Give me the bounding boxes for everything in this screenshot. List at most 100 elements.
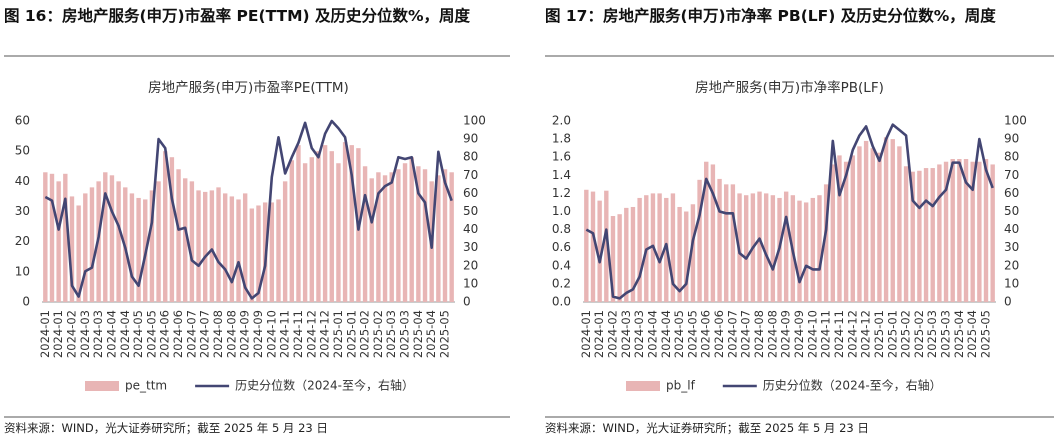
bar [617, 214, 622, 302]
bar [369, 178, 374, 302]
legend-label: pb_lf [666, 379, 696, 393]
y-tick-label: 1.4 [552, 168, 571, 182]
x-tick-label: 2024-11 [291, 310, 305, 358]
y2-tick-label: 80 [463, 150, 478, 164]
x-tick-label: 2024-07 [184, 310, 198, 358]
bar [637, 197, 642, 302]
bar [289, 160, 294, 302]
x-tick-label: 2024-03 [78, 310, 92, 358]
x-tick-label: 2025-04 [965, 310, 979, 358]
bar [136, 197, 141, 302]
bar [697, 179, 702, 302]
x-tick-label: 2024-06 [171, 310, 185, 358]
bar [670, 193, 676, 302]
bar [590, 191, 596, 302]
bar [416, 166, 421, 302]
x-tick-label: 2025-04 [952, 310, 966, 358]
bar [89, 187, 95, 302]
bar [630, 206, 636, 302]
y2-tick-label: 10 [463, 276, 478, 290]
y2-tick-label: 90 [463, 132, 478, 146]
bar [837, 155, 842, 302]
y-tick-label: 2.0 [552, 114, 571, 128]
bar [76, 205, 81, 302]
x-tick-label: 2024-11 [278, 310, 292, 358]
y2-tick-label: 0 [1004, 295, 1012, 309]
bar [109, 175, 115, 302]
x-tick-label: 2024-07 [725, 310, 739, 358]
bar [610, 216, 616, 302]
bar [242, 193, 248, 302]
x-tick-label: 2024-08 [752, 310, 766, 358]
line [44, 119, 453, 300]
y-tick-label: 0.0 [552, 295, 571, 309]
bar [857, 146, 862, 302]
x-tick-label: 2025-01 [344, 310, 358, 358]
bar [203, 191, 208, 302]
x-tick-label: 2024-04 [118, 310, 132, 358]
bar [449, 172, 454, 302]
bar [382, 175, 388, 302]
y-tick-label: 0.4 [552, 258, 571, 272]
x-tick-label: 2025-01 [331, 310, 345, 358]
x-tick-label: 2024-04 [645, 310, 659, 358]
bar [717, 178, 722, 302]
y-tick-label: 50 [15, 144, 30, 158]
bar [917, 170, 922, 302]
y-tick-label: 1.0 [552, 204, 571, 218]
bar [797, 200, 802, 302]
bar [156, 181, 161, 302]
bar [409, 157, 414, 302]
y-tick-label: 20 [15, 234, 30, 248]
bar [930, 168, 935, 302]
x-tick-label: 2024-05 [685, 310, 699, 358]
y2-tick-label: 60 [1004, 186, 1019, 200]
x-tick-label: 2025-04 [424, 310, 438, 358]
bar [677, 206, 682, 302]
x-tick-label: 2024-12 [318, 310, 332, 358]
x-tick-label: 2024-01 [51, 310, 65, 358]
bar [704, 161, 709, 302]
bar [183, 178, 188, 302]
bar [362, 166, 368, 302]
bar [229, 196, 235, 302]
x-tick-label: 2025-05 [438, 310, 452, 358]
bar [342, 142, 348, 302]
x-tick-label: 2025-01 [872, 310, 886, 358]
y-tick-label: 0 [22, 295, 30, 309]
bar [990, 164, 995, 302]
bar [103, 172, 108, 302]
x-tick-label: 2024-03 [91, 310, 105, 358]
bar [957, 159, 962, 302]
bar [757, 191, 762, 302]
y-tick-label: 10 [15, 264, 30, 278]
bar [236, 199, 241, 302]
bar [810, 197, 816, 302]
bar [624, 207, 629, 302]
x-tick-label: 2025-03 [939, 310, 953, 358]
bar [63, 173, 68, 302]
bar [163, 151, 168, 302]
y2-tick-label: 50 [1004, 204, 1019, 218]
bar [196, 190, 201, 302]
bar [149, 190, 155, 302]
bar [877, 152, 882, 302]
y2-tick-label: 90 [1004, 132, 1019, 146]
bar [49, 173, 55, 302]
y2-tick-label: 30 [463, 240, 478, 254]
x-tick-label: 2024-01 [592, 310, 606, 358]
bar [169, 157, 175, 302]
x-tick-label: 2024-09 [779, 310, 793, 358]
bar [209, 190, 215, 302]
bar [937, 164, 942, 302]
x-tick-label: 2024-01 [38, 310, 52, 358]
bar [983, 159, 989, 302]
x-tick-label: 2025-02 [371, 310, 385, 358]
bar [897, 146, 902, 302]
bar [282, 181, 288, 302]
x-tick-label: 2024-06 [699, 310, 713, 358]
x-tick-label: 2024-08 [224, 310, 238, 358]
x-tick-label: 2024-12 [304, 310, 318, 358]
x-tick-label: 2025-02 [899, 310, 913, 358]
